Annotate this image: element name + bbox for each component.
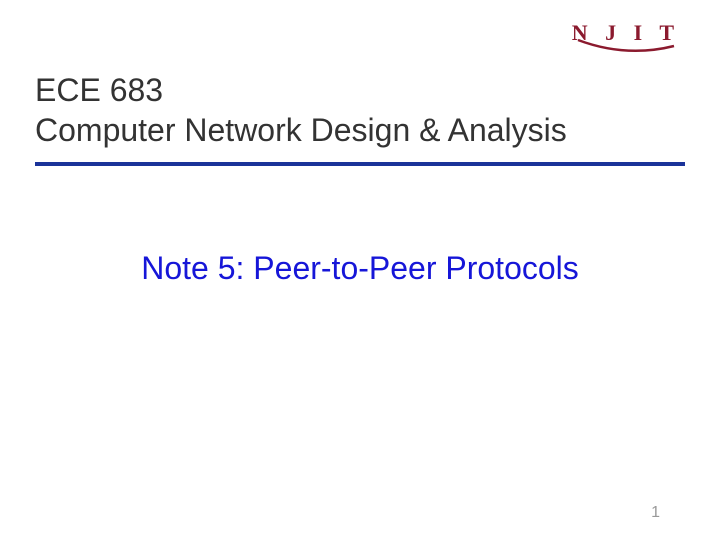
course-title: Computer Network Design & Analysis (35, 110, 685, 150)
course-code: ECE 683 (35, 70, 685, 110)
header-divider (35, 162, 685, 166)
logo: N J I T (572, 20, 680, 58)
page-number: 1 (651, 504, 660, 522)
logo-swoosh-icon (576, 38, 676, 58)
header: ECE 683 Computer Network Design & Analys… (35, 70, 685, 166)
subtitle: Note 5: Peer-to-Peer Protocols (0, 250, 720, 287)
